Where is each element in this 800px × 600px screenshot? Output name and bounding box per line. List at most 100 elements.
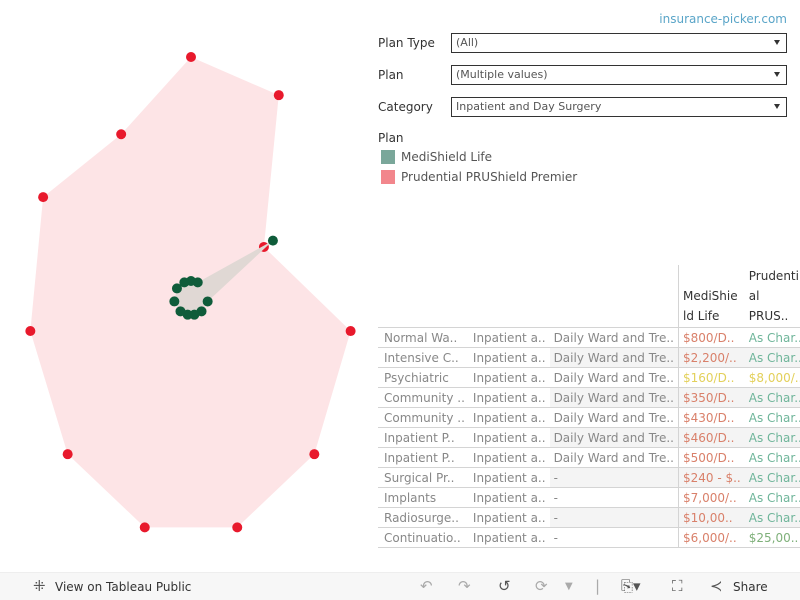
- table-cell[interactable]: Daily Ward and Tre..: [549, 347, 679, 368]
- table-cell[interactable]: Implants: [378, 487, 469, 508]
- prudential-point[interactable]: [62, 449, 73, 460]
- prudential-point[interactable]: [38, 192, 49, 203]
- table-cell[interactable]: $160/D..: [677, 367, 745, 388]
- table-cell[interactable]: Inpatient a..: [468, 327, 550, 348]
- table-cell[interactable]: Daily Ward and Tre..: [549, 387, 679, 408]
- table-cell[interactable]: As Char..: [744, 507, 800, 528]
- table-cell[interactable]: Inpatient a..: [468, 527, 550, 548]
- table-cell[interactable]: -: [549, 507, 679, 528]
- table-cell[interactable]: $8,000/..: [744, 367, 800, 388]
- prudential-point[interactable]: [116, 129, 127, 140]
- table-cell[interactable]: As Char..: [744, 387, 800, 408]
- medishield-point[interactable]: [175, 306, 186, 317]
- table-cell[interactable]: As Char..: [744, 407, 800, 428]
- table-cell[interactable]: Daily Ward and Tre..: [549, 367, 679, 388]
- table-cell[interactable]: Inpatient a..: [468, 427, 550, 448]
- undo-icon[interactable]: ↶: [420, 577, 433, 595]
- table-cell[interactable]: Inpatient a..: [468, 447, 550, 468]
- table-cell[interactable]: Inpatient a..: [468, 347, 550, 368]
- plan-value: (Multiple values): [456, 68, 548, 81]
- table-row: Community .. Inpatient a.. Daily Ward and …: [378, 387, 800, 408]
- plan-type-label: Plan Type: [378, 36, 435, 50]
- medishield-point[interactable]: [179, 277, 190, 288]
- legend-item-prudential[interactable]: Prudential PRUShield Premier: [381, 170, 577, 184]
- table-cell[interactable]: $500/D..: [677, 447, 745, 468]
- table-cell[interactable]: $460/D..: [677, 427, 745, 448]
- table-cell[interactable]: As Char..: [744, 447, 800, 468]
- category-dropdown[interactable]: Inpatient and Day Surgery: [451, 97, 787, 117]
- table-cell[interactable]: Inpatient a..: [468, 407, 550, 428]
- table-cell[interactable]: Inpatient a..: [468, 507, 550, 528]
- download-icon[interactable]: ⎘▾: [621, 577, 641, 595]
- table-cell[interactable]: $240 - $..: [677, 467, 745, 488]
- table-cell[interactable]: Psychiatric: [378, 367, 469, 388]
- table-cell[interactable]: Inpatient a..: [468, 487, 550, 508]
- table-cell[interactable]: As Char..: [744, 327, 800, 348]
- plan-dropdown[interactable]: (Multiple values): [451, 65, 787, 85]
- medishield-point[interactable]: [267, 235, 278, 246]
- table-cell[interactable]: Daily Ward and Tre..: [549, 447, 679, 468]
- table-cell[interactable]: Intensive C..: [378, 347, 469, 368]
- share-icon[interactable]: ≺: [710, 577, 723, 595]
- prudential-point[interactable]: [345, 326, 356, 337]
- table-cell[interactable]: Inpatient a..: [468, 467, 550, 488]
- table-cell[interactable]: Inpatient P..: [378, 447, 469, 468]
- prudential-point[interactable]: [309, 449, 320, 460]
- prudential-point[interactable]: [25, 325, 36, 336]
- table-cell[interactable]: Inpatient P..: [378, 427, 469, 448]
- table-cell[interactable]: Radiosurge..: [378, 507, 469, 528]
- redo-icon[interactable]: ↷: [458, 577, 471, 595]
- table-cell[interactable]: As Char..: [744, 487, 800, 508]
- table-row: Surgical Pr.. Inpatient a.. - $240 - $.. As …: [378, 467, 800, 488]
- revert-icon[interactable]: ↺: [498, 577, 511, 595]
- refresh-icon[interactable]: ⟳: [535, 577, 548, 595]
- table-cell[interactable]: $430/D..: [677, 407, 745, 428]
- table-cell[interactable]: Daily Ward and Tre..: [549, 427, 679, 448]
- table-cell[interactable]: As Char..: [744, 347, 800, 368]
- medishield-point[interactable]: [169, 296, 180, 307]
- table-cell[interactable]: $6,000/..: [677, 527, 745, 548]
- legend-label: Prudential PRUShield Premier: [401, 170, 578, 184]
- table-cell[interactable]: -: [549, 487, 679, 508]
- site-link[interactable]: insurance-picker.com: [659, 12, 787, 26]
- table-cell[interactable]: Inpatient a..: [468, 367, 550, 388]
- plan-comparison-table: MediShie ld Life Prudenti al PRUS.. Norm…: [378, 265, 800, 548]
- medishield-point[interactable]: [192, 277, 203, 288]
- table-cell[interactable]: As Char..: [744, 467, 800, 488]
- share-button[interactable]: Share: [733, 580, 768, 594]
- table-cell[interactable]: Inpatient a..: [468, 387, 550, 408]
- view-on-tableau-link[interactable]: View on Tableau Public: [55, 580, 192, 594]
- category-label: Category: [378, 100, 433, 114]
- legend-item-medishield[interactable]: MediShield Life: [381, 150, 492, 164]
- table-cell[interactable]: $7,000/..: [677, 487, 745, 508]
- header-blank: [549, 265, 679, 328]
- medishield-point[interactable]: [202, 296, 213, 307]
- chevron-down-icon[interactable]: ▼: [565, 581, 573, 592]
- prudential-point[interactable]: [232, 522, 243, 533]
- table-cell[interactable]: $350/D..: [677, 387, 745, 408]
- prudential-point[interactable]: [139, 522, 150, 533]
- divider: |: [595, 577, 601, 595]
- table-cell[interactable]: Normal Wa..: [378, 327, 469, 348]
- prudential-point[interactable]: [186, 52, 196, 62]
- table-cell[interactable]: Community ..: [378, 407, 469, 428]
- medishield-point[interactable]: [171, 283, 182, 294]
- table-cell[interactable]: $800/D..: [677, 327, 745, 348]
- table-cell[interactable]: $10,00..: [677, 507, 745, 528]
- table-cell[interactable]: Daily Ward and Tre..: [549, 327, 679, 348]
- table-cell[interactable]: $25,00..: [744, 527, 800, 548]
- table-cell[interactable]: -: [549, 467, 679, 488]
- legend-swatch: [381, 150, 395, 164]
- tableau-toolbar: ⁜ View on Tableau Public ↶ ↷ ↺ ⟳ ▼ | ⎘▾ …: [0, 572, 800, 600]
- prudential-point[interactable]: [273, 90, 284, 101]
- plan-type-dropdown[interactable]: (All): [451, 33, 787, 53]
- table-cell[interactable]: Surgical Pr..: [378, 467, 469, 488]
- table-cell[interactable]: Community ..: [378, 387, 469, 408]
- table-cell[interactable]: Continuatio..: [378, 527, 469, 548]
- radar-chart: [25, 52, 356, 533]
- table-cell[interactable]: -: [549, 527, 679, 548]
- table-cell[interactable]: $2,200/..: [677, 347, 745, 368]
- fullscreen-icon[interactable]: ⛶: [672, 577, 683, 595]
- table-cell[interactable]: Daily Ward and Tre..: [549, 407, 679, 428]
- table-cell[interactable]: As Char..: [744, 427, 800, 448]
